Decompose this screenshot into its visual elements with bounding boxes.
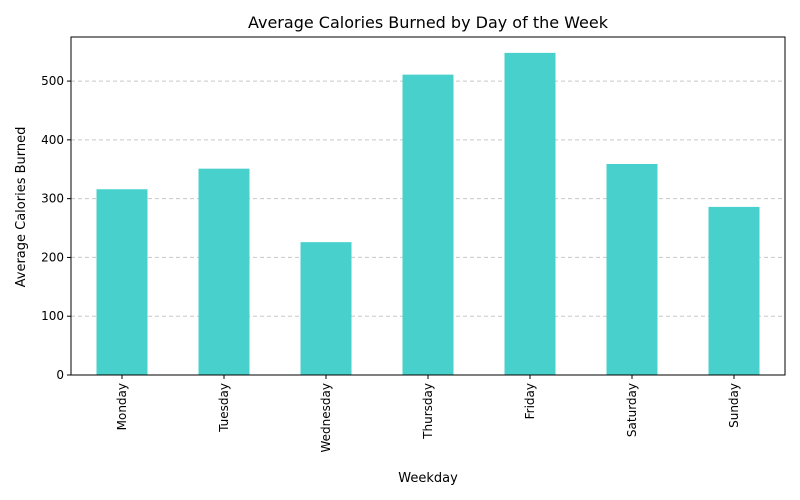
bar-monday (96, 189, 148, 375)
bar-friday (504, 52, 556, 375)
chart-title: Average Calories Burned by Day of the We… (248, 13, 609, 32)
y-axis-label: Average Calories Burned (14, 127, 29, 288)
y-tick-label: 500 (41, 74, 64, 88)
bar-thursday (402, 74, 454, 375)
x-axis: Monday Tuesday Wednesday Thursday Friday Satu… (115, 375, 741, 452)
y-tick-label: 200 (41, 250, 64, 264)
x-tick-label: Tuesday (217, 383, 231, 433)
x-tick-label: Sunday (727, 383, 741, 428)
y-tick-label: 300 (41, 192, 64, 206)
x-axis-label: Weekday (398, 471, 458, 486)
x-tick-label: Monday (115, 383, 129, 430)
x-tick-label: Thursday (421, 383, 435, 440)
x-tick-label: Friday (523, 383, 537, 419)
bars (96, 52, 760, 375)
bar-saturday (606, 163, 658, 375)
bar-wednesday (300, 242, 352, 375)
bar-tuesday (198, 168, 250, 375)
y-tick-label: 100 (41, 309, 64, 323)
y-tick-label: 0 (56, 368, 64, 382)
y-tick-label: 400 (41, 133, 64, 147)
y-axis: 0 100 200 300 400 500 (41, 74, 71, 382)
x-tick-label: Saturday (625, 383, 639, 437)
bar-sunday (708, 206, 760, 375)
x-tick-label: Wednesday (319, 383, 333, 452)
